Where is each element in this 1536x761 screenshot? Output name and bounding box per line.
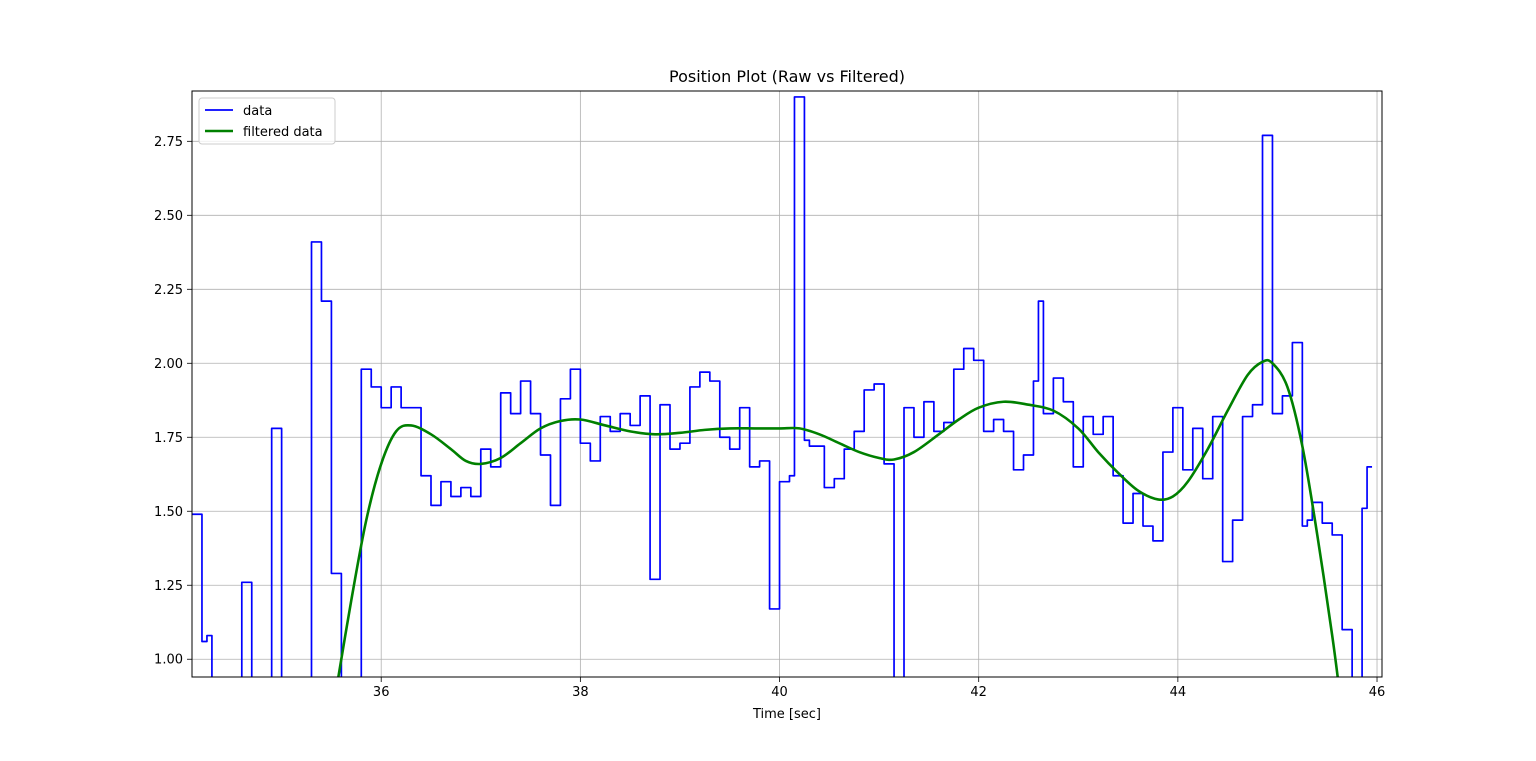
x-tick-label: 38: [572, 685, 589, 700]
x-tick-label: 46: [1369, 685, 1386, 700]
x-axis-label: Time [sec]: [752, 707, 821, 722]
legend: data filtered data: [198, 97, 336, 145]
chart-title: Position Plot (Raw vs Filtered): [669, 67, 905, 86]
y-tick-label: 1.00: [154, 653, 183, 668]
plot-area: [192, 91, 1382, 677]
series-line-filtered-data: [337, 358, 1340, 677]
plot-frame: [191, 90, 1383, 678]
grid-lines: [192, 91, 1382, 677]
axis-ticks: 36 38 40 42 44 46 1.00 1.25 1.50 1.75 2.00 2.25 2.50…: [154, 135, 1385, 700]
y-tick-label: 2.25: [154, 283, 183, 298]
y-tick-label: 1.75: [154, 431, 183, 446]
x-tick-label: 36: [373, 685, 390, 700]
x-tick-label: 42: [970, 685, 987, 700]
legend-label-filtered-data: filtered data: [243, 125, 323, 140]
y-tick-label: 1.25: [154, 579, 183, 594]
series-layer: [192, 96, 1373, 677]
y-tick-label: 1.50: [154, 505, 183, 520]
legend-label-data: data: [243, 104, 272, 119]
y-tick-label: 2.50: [154, 209, 183, 224]
x-tick-label: 40: [771, 685, 788, 700]
series-line-data: [192, 96, 1373, 677]
y-tick-label: 2.00: [154, 357, 183, 372]
y-tick-label: 2.75: [154, 135, 183, 150]
x-tick-label: 44: [1170, 685, 1187, 700]
